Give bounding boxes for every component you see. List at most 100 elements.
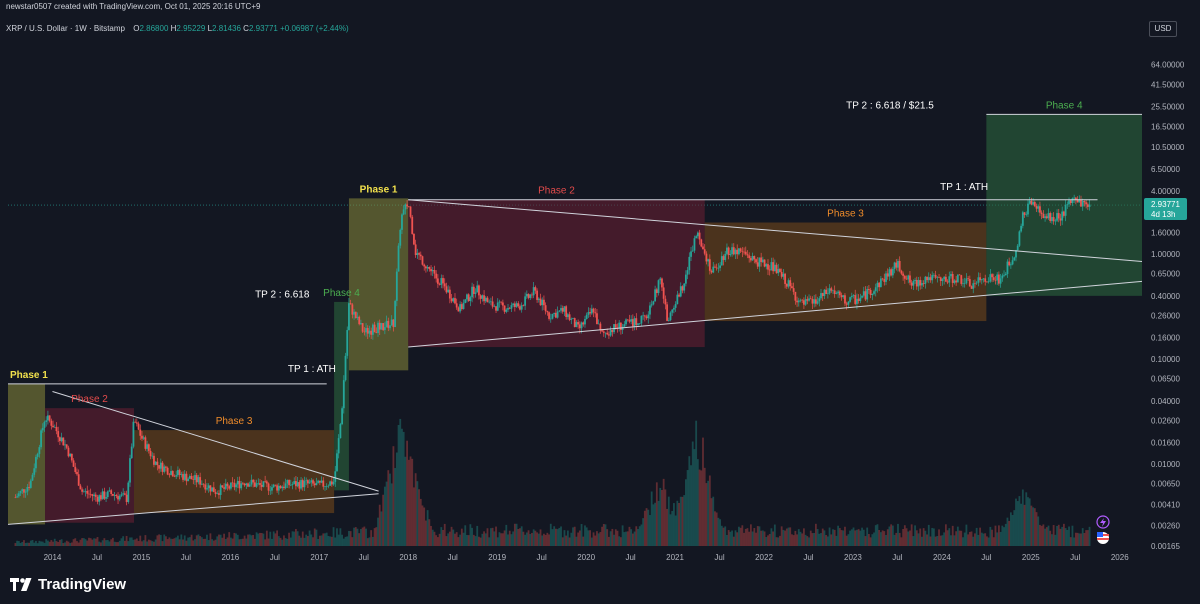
volume-bar xyxy=(387,470,390,546)
volume-bar xyxy=(491,527,494,546)
us-flag-canton xyxy=(1097,532,1103,537)
candle-body xyxy=(255,483,258,487)
volume-bar xyxy=(250,535,253,546)
time-axis[interactable]: 2014 Jul 2015 Jul 2016 Jul 2017 Jul 2018 Jul 2019 J… xyxy=(44,553,1130,562)
candle-body xyxy=(289,484,292,486)
candle-body xyxy=(387,320,390,329)
volume-bar xyxy=(462,532,465,546)
candle-body xyxy=(818,298,821,302)
candle-body xyxy=(878,282,881,288)
candle-body xyxy=(678,294,680,297)
volume-bar xyxy=(898,532,901,546)
volume-bar xyxy=(703,467,706,546)
volume-bar xyxy=(785,528,788,546)
candle-body xyxy=(377,322,379,333)
volume-bar xyxy=(926,534,928,546)
volume-bar xyxy=(539,529,542,546)
candle-body xyxy=(679,286,682,297)
candle-body xyxy=(712,266,715,273)
time-tick-label: 2015 xyxy=(133,553,151,562)
candle-body xyxy=(98,495,101,502)
candle-body xyxy=(457,307,460,312)
volume-bar xyxy=(36,543,39,546)
candle-body xyxy=(106,491,109,498)
candle-body xyxy=(601,330,603,332)
time-tick-label: 2020 xyxy=(577,553,595,562)
volume-bar xyxy=(635,526,638,546)
tradingview-logo[interactable]: TradingView xyxy=(10,576,126,593)
volume-bar xyxy=(760,530,763,546)
volume-bar xyxy=(466,535,468,546)
tradingview-logo-text: TradingView xyxy=(38,576,127,593)
volume-bar xyxy=(117,542,119,546)
volume-bar xyxy=(98,541,101,546)
candle-body xyxy=(154,461,157,465)
volume-bar xyxy=(163,534,166,546)
volume-bar xyxy=(803,528,805,546)
candle-body xyxy=(650,304,653,306)
candle-body xyxy=(442,278,444,284)
symbol-title[interactable]: XRP / U.S. Dollar · 1W · Bitstamp xyxy=(6,24,125,33)
candle-body xyxy=(968,279,971,287)
volume-bar xyxy=(905,528,908,546)
candle-body xyxy=(1023,212,1026,215)
price-tick-label: 0.10000 xyxy=(1151,355,1180,364)
candle-body xyxy=(597,323,600,325)
time-tick-label: Jul xyxy=(1070,553,1080,562)
candle-body xyxy=(619,322,622,331)
currency-button[interactable]: USD xyxy=(1149,21,1177,37)
volume-bar xyxy=(324,533,326,546)
candle-body xyxy=(592,308,595,313)
volume-bar xyxy=(409,456,412,546)
volume-bar xyxy=(58,539,61,546)
volume-bar xyxy=(235,533,237,546)
volume-bar xyxy=(522,531,525,546)
candle-body xyxy=(406,204,408,207)
candle-body xyxy=(891,268,894,276)
volume-bar xyxy=(857,529,860,546)
candle-body xyxy=(876,282,879,288)
candle-body xyxy=(88,493,90,495)
volume-bar xyxy=(647,509,650,546)
tp-annotation-1: TP 1 : ATH xyxy=(288,364,336,375)
volume-bar xyxy=(471,527,473,546)
volume-bar xyxy=(548,534,550,546)
candle-body xyxy=(195,475,198,483)
candle-body xyxy=(450,298,453,302)
volume-bar xyxy=(436,537,439,546)
phase-zone-2 xyxy=(45,408,134,523)
volume-bar xyxy=(775,537,778,546)
candle-body xyxy=(1027,203,1029,215)
volume-bar xyxy=(1081,528,1084,546)
candle-body xyxy=(534,287,537,291)
candle-body xyxy=(661,278,663,288)
candle-body xyxy=(859,297,862,302)
volume-bar xyxy=(606,529,609,546)
price-axis[interactable]: 64.00000 41.50000 25.50000 16.50000 10.50000… xyxy=(1151,61,1185,551)
candle-body xyxy=(113,495,116,496)
candle-body xyxy=(271,487,273,491)
candle-body xyxy=(493,306,496,307)
candle-body xyxy=(604,332,607,334)
volume-bar xyxy=(584,525,586,546)
candle-body xyxy=(568,314,571,320)
volume-bar xyxy=(416,481,419,546)
volume-bar xyxy=(495,526,497,546)
volume-bar xyxy=(779,535,781,546)
volume-bar xyxy=(842,530,845,546)
candle-body xyxy=(1042,213,1045,219)
volume-bar xyxy=(486,528,489,546)
candle-body xyxy=(103,491,106,499)
volume-bar xyxy=(1040,525,1043,546)
candle-body xyxy=(284,483,287,489)
volume-bar xyxy=(339,528,342,546)
candle-body xyxy=(726,247,728,254)
volume-bar xyxy=(188,537,191,546)
volume-bar xyxy=(118,540,121,546)
candle-body xyxy=(549,318,552,320)
volume-bar xyxy=(1042,524,1045,546)
candle-body xyxy=(760,257,763,263)
candle-body xyxy=(36,453,39,457)
candle-body xyxy=(308,482,311,484)
